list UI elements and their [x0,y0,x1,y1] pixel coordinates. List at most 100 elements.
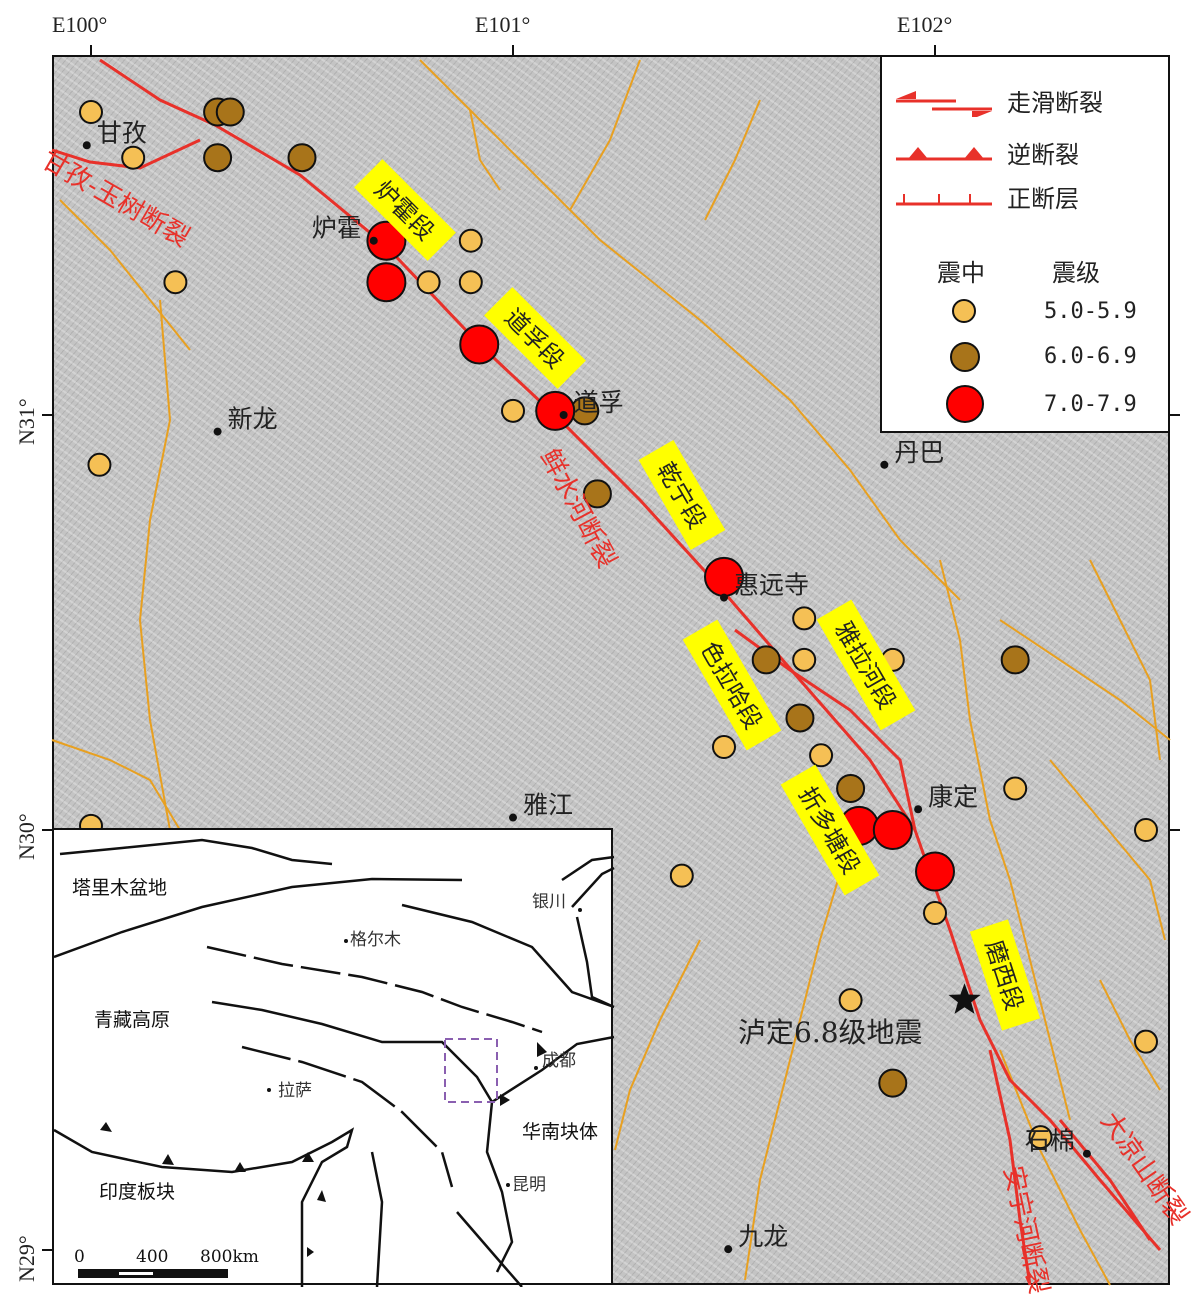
minor-fault [939,559,1071,1121]
earthquake-epicenter-5.0-5.9 [87,452,112,477]
main-faults [51,58,1162,1286]
earthquake-epicenter-7.0-7.9 [366,262,407,303]
lon-label-101: E101° [475,12,531,37]
legend-magnitude-header: 震级 [1052,259,1100,287]
segment-label-bg [354,159,456,261]
inset-svg: 塔里木盆地 青藏高原 印度板块 华南块体 格尔木 银川 成都 拉萨 昆明 0 4… [53,838,615,1288]
inset-fault [561,855,615,882]
legend-range: 7.0-7.9 [1044,392,1137,417]
earthquake-epicenter-5.0-5.9 [1028,1125,1053,1150]
inset-label: 塔里木盆地 [72,877,167,899]
earthquake-epicenter-5.0-5.9 [416,270,441,295]
legend-strike-slip: 走滑断裂 [1007,89,1103,117]
place-label: 九龙 [738,1222,788,1251]
inset-label: 华南块体 [522,1121,598,1143]
place-label: 雅江 [523,791,573,820]
earthquake-epicenter-7.0-7.9 [459,324,500,365]
inset-fault [211,1000,514,1273]
inset-fault [59,838,333,866]
earthquake-epicenter-6.0-6.9 [203,143,233,173]
legend-range: 6.0-6.9 [1044,344,1137,369]
place-dot [82,141,91,150]
place-label: 石棉 [1025,1127,1075,1156]
legend-epicenter-header: 震中 [937,259,985,287]
inset-city: 昆明 [512,1175,546,1195]
fault-name: 鲜水河断裂 [534,444,622,573]
inset-fault [571,866,615,908]
place-label: 康定 [928,782,978,811]
thrust-symbol-icon [896,147,992,161]
minor-fault [999,1049,1111,1286]
minor-faults [51,59,1171,1286]
earthquake-epicenter-6.0-6.9 [878,1068,908,1098]
minor-fault [469,109,501,191]
inset-fault [241,1045,454,1188]
minor-fault [419,59,961,601]
earthquake-epicenter-6.0-6.9 [582,479,612,509]
segment-label-bg [780,764,880,896]
minor-fault [704,99,761,221]
place-dot [914,805,923,814]
anninghe-fault [988,1049,1032,1286]
place-dot [369,236,378,245]
earthquake-epicenter-7.0-7.9 [366,220,407,261]
scale-label: 800km [200,1247,259,1267]
inset-fault [206,945,543,1034]
minor-fault [569,59,641,211]
inset-map: 塔里木盆地 青藏高原 印度板块 华南块体 格尔木 银川 成都 拉萨 昆明 0 4… [52,828,615,1288]
legend-normal: 正断层 [1007,185,1079,213]
minor-fault [1089,559,1161,761]
place-label: 丹巴 [894,438,944,467]
ganzi-yushu-fault [51,138,201,170]
minor-fault [51,739,181,831]
earthquake-epicenter-5.0-5.9 [669,863,694,888]
xianshuihe-fault [99,58,1162,1251]
inset-fault [370,1151,384,1288]
inset-fault [456,1211,523,1288]
earthquake-epicenter-5.0-5.9 [163,270,188,295]
earthquake-epicenter-7.0-7.9 [872,810,913,850]
lon-label-102: E102° [897,12,953,37]
inset-label: 印度板块 [99,1181,175,1203]
segment-label-bg [484,287,586,389]
place-label: 惠远寺 [734,571,809,600]
inset-city: 成都 [542,1051,576,1071]
earthquake-epicenter-5.0-5.9 [501,398,525,423]
inset-fault [53,877,463,959]
earthquake-epicenter-5.0-5.9 [1003,776,1028,801]
inset-fault [491,1035,615,1104]
place-label: 道孚 [574,388,624,417]
earthquake-epicenter-7.0-7.9 [915,851,955,892]
place-dot [880,460,889,469]
place-dot [559,411,568,419]
earthquake-epicenter-6.0-6.9 [785,703,815,733]
place-dot [724,1245,733,1254]
legend-dot-medium [950,342,980,372]
segment-label-bg [969,919,1041,1031]
earthquake-epicenter-5.0-5.9 [923,901,947,925]
fault-name: 安宁河断裂 [997,1163,1053,1296]
scale-label: 0 [74,1247,85,1267]
minor-fault [59,199,191,351]
place-label: 新龙 [228,405,278,434]
scale-bar: 0 400 800km [74,1247,259,1278]
fault-name: 大凉山断裂 [1094,1107,1193,1231]
earthquake-epicenter-6.0-6.9 [287,143,317,173]
fault-name: 甘孜-玉树断裂 [37,145,195,253]
inset-fault [53,1127,355,1287]
legend-thrust: 逆断裂 [1007,141,1079,169]
scale-label: 400 [136,1247,168,1267]
earthquake-epicenter-5.0-5.9 [809,743,834,768]
segment-label-bg [816,599,916,731]
strike-slip-symbol-icon [896,91,992,117]
minor-fault [744,839,851,1281]
segment-label-bg [682,619,782,751]
earthquake-epicenter-5.0-5.9 [458,270,483,295]
earthquake-epicenter-5.0-5.9 [1134,818,1158,842]
place-label: 甘孜 [97,118,147,147]
earthquake-epicenter-5.0-5.9 [792,647,817,672]
minor-fault [138,299,172,831]
earthquake-epicenter-6.0-6.9 [215,97,245,127]
inset-city: 格尔木 [350,930,401,950]
